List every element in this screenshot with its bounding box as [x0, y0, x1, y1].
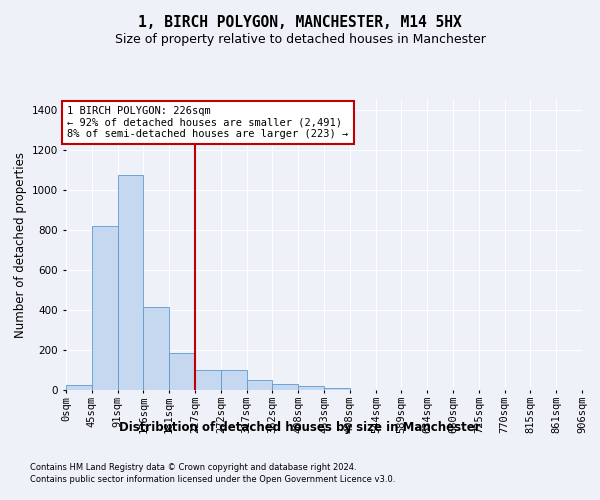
Text: Contains HM Land Registry data © Crown copyright and database right 2024.: Contains HM Land Registry data © Crown c…	[30, 464, 356, 472]
Bar	[143, 307, 169, 390]
Y-axis label: Number of detached properties: Number of detached properties	[14, 152, 26, 338]
Text: 1, BIRCH POLYGON, MANCHESTER, M14 5HX: 1, BIRCH POLYGON, MANCHESTER, M14 5HX	[138, 15, 462, 30]
Bar	[118, 175, 143, 390]
Text: Distribution of detached houses by size in Manchester: Distribution of detached houses by size …	[119, 421, 481, 434]
Text: 1 BIRCH POLYGON: 226sqm
← 92% of detached houses are smaller (2,491)
8% of semi-: 1 BIRCH POLYGON: 226sqm ← 92% of detache…	[67, 106, 349, 139]
Text: Contains public sector information licensed under the Open Government Licence v3: Contains public sector information licen…	[30, 475, 395, 484]
Bar	[247, 380, 272, 390]
Bar	[298, 386, 324, 390]
Bar	[169, 353, 195, 390]
Bar	[221, 370, 247, 390]
Bar	[324, 388, 350, 390]
Bar	[66, 385, 92, 390]
Bar	[195, 370, 221, 390]
Bar	[272, 384, 298, 390]
Bar	[92, 226, 118, 390]
Text: Size of property relative to detached houses in Manchester: Size of property relative to detached ho…	[115, 32, 485, 46]
